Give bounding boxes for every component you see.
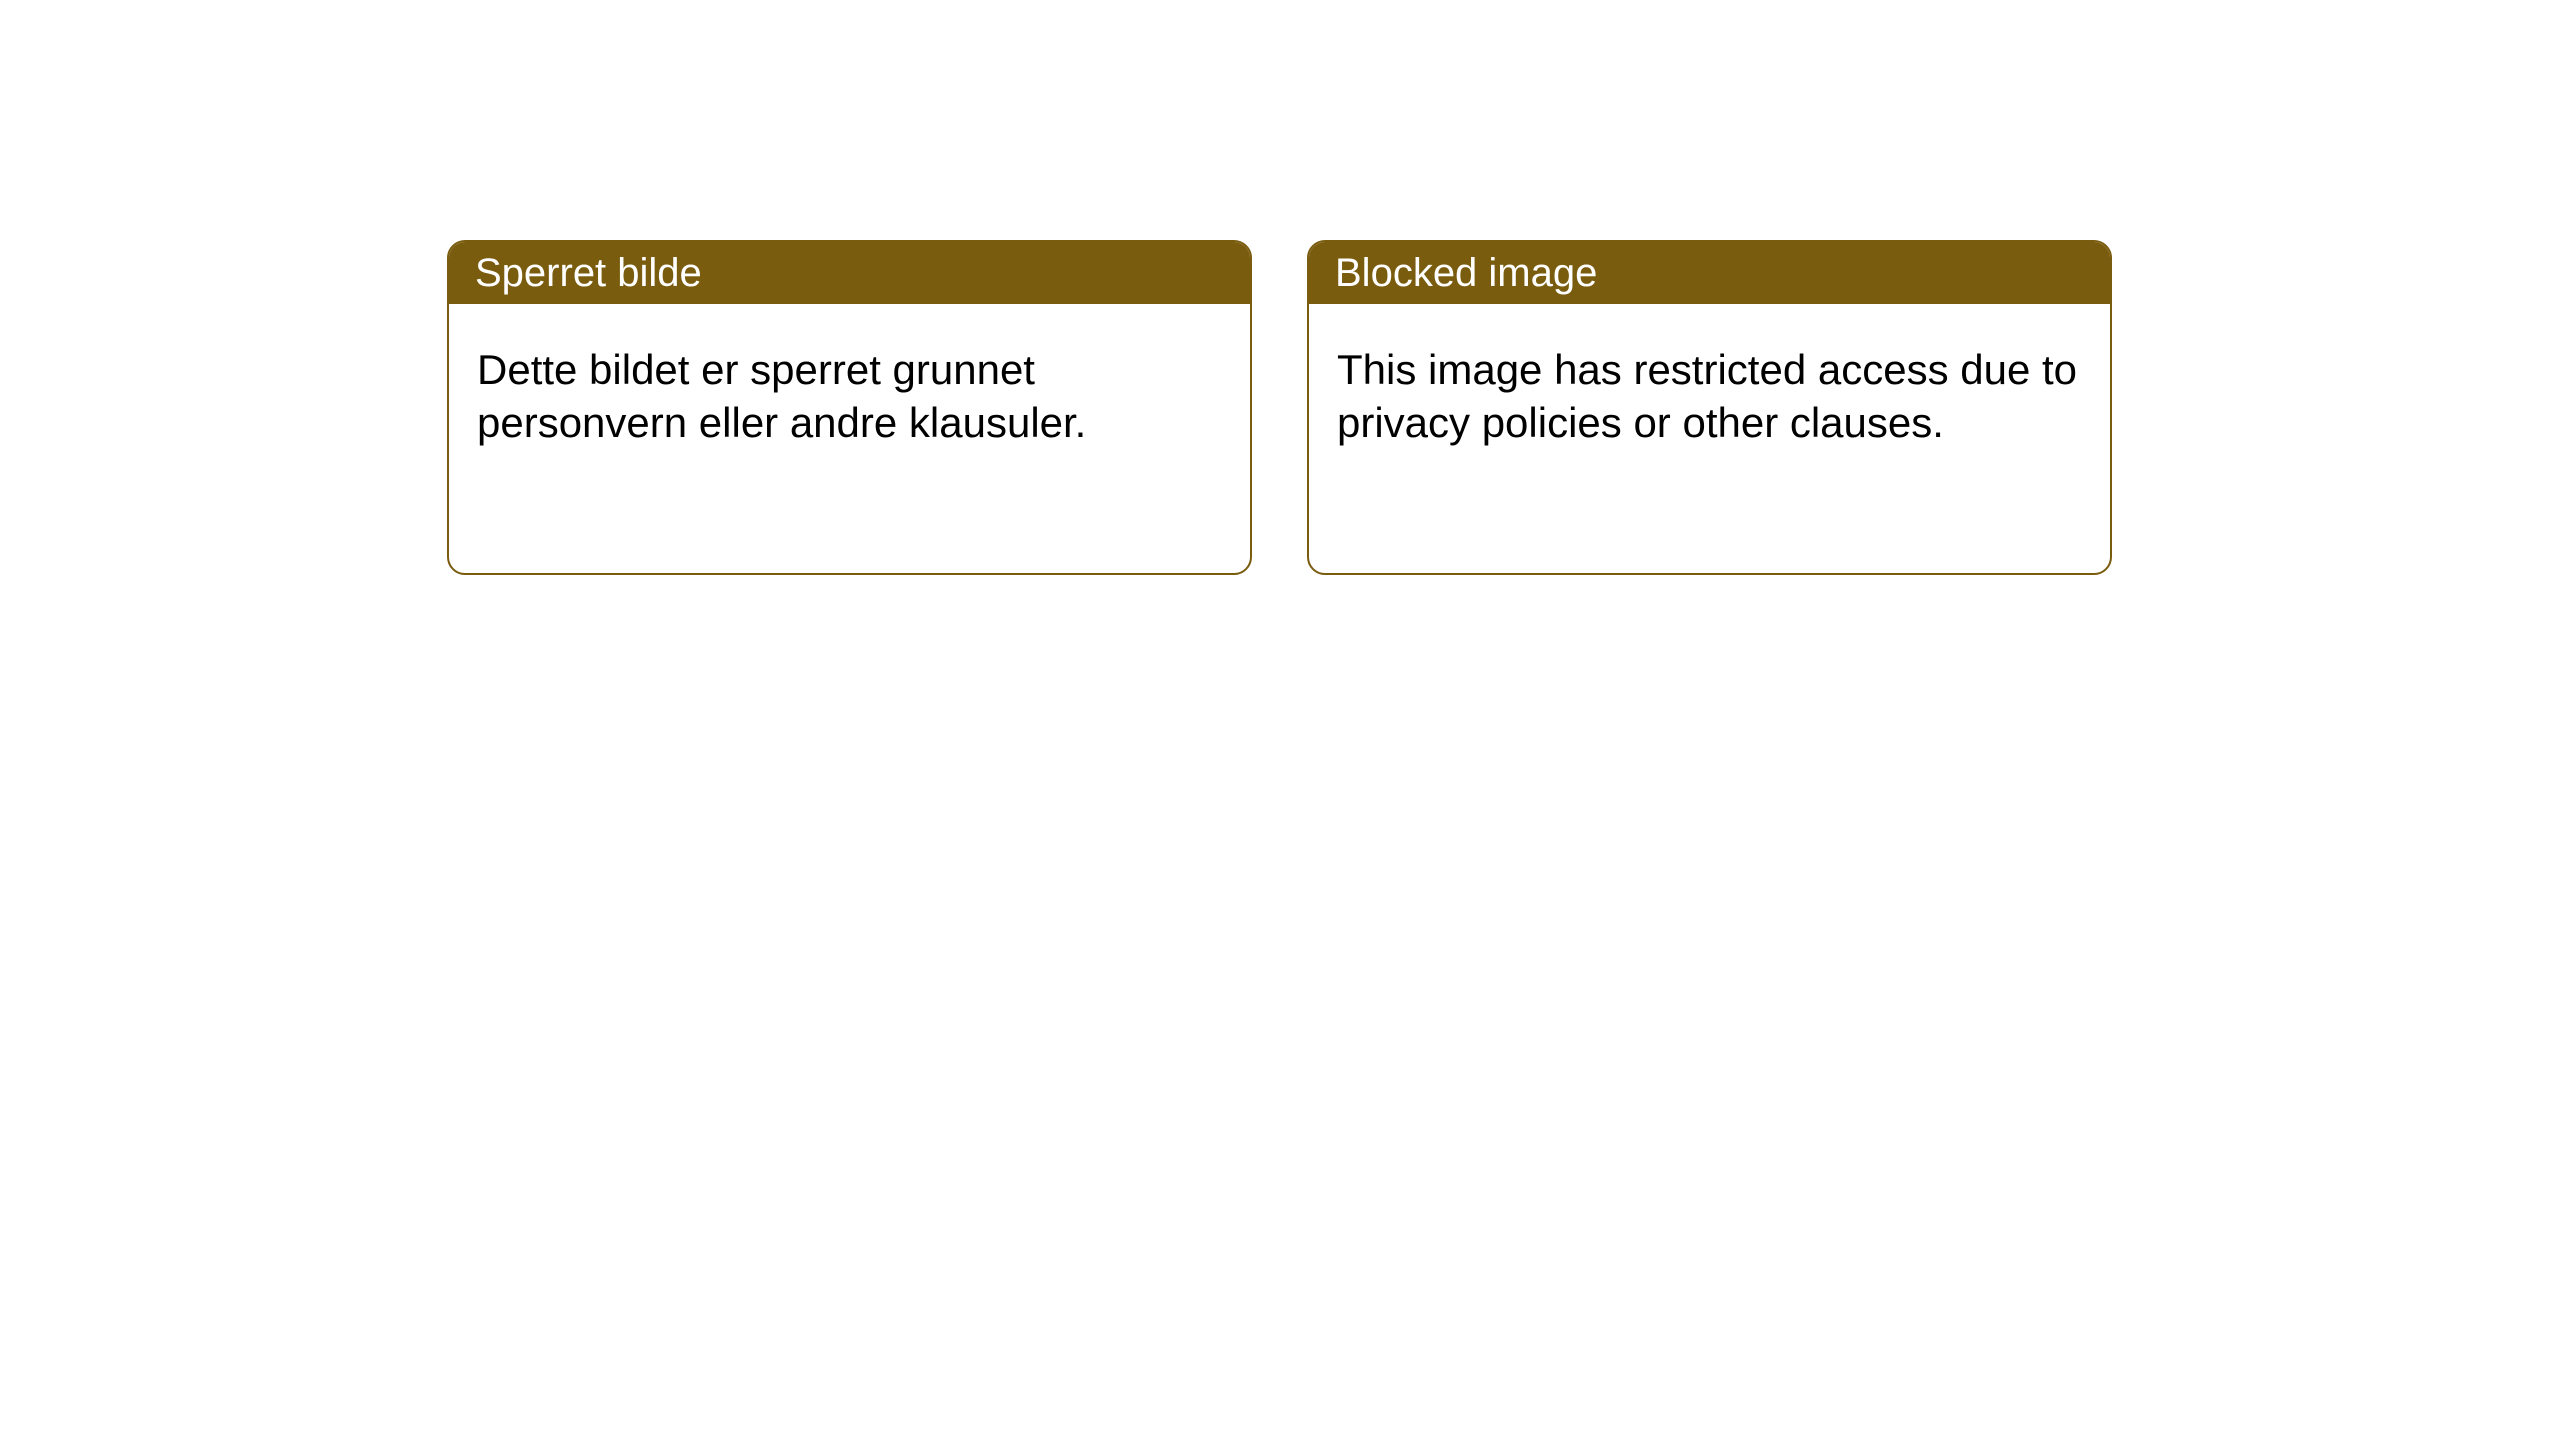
notice-body-norwegian: Dette bildet er sperret grunnet personve… xyxy=(449,304,1250,489)
notice-box-norwegian: Sperret bilde Dette bildet er sperret gr… xyxy=(447,240,1252,575)
notice-title-norwegian: Sperret bilde xyxy=(475,251,702,296)
notice-text-norwegian: Dette bildet er sperret grunnet personve… xyxy=(477,346,1086,446)
notice-title-english: Blocked image xyxy=(1335,251,1597,296)
notice-box-english: Blocked image This image has restricted … xyxy=(1307,240,2112,575)
notice-header-english: Blocked image xyxy=(1309,242,2110,304)
notice-container: Sperret bilde Dette bildet er sperret gr… xyxy=(0,0,2560,575)
notice-header-norwegian: Sperret bilde xyxy=(449,242,1250,304)
notice-text-english: This image has restricted access due to … xyxy=(1337,346,2077,446)
notice-body-english: This image has restricted access due to … xyxy=(1309,304,2110,489)
